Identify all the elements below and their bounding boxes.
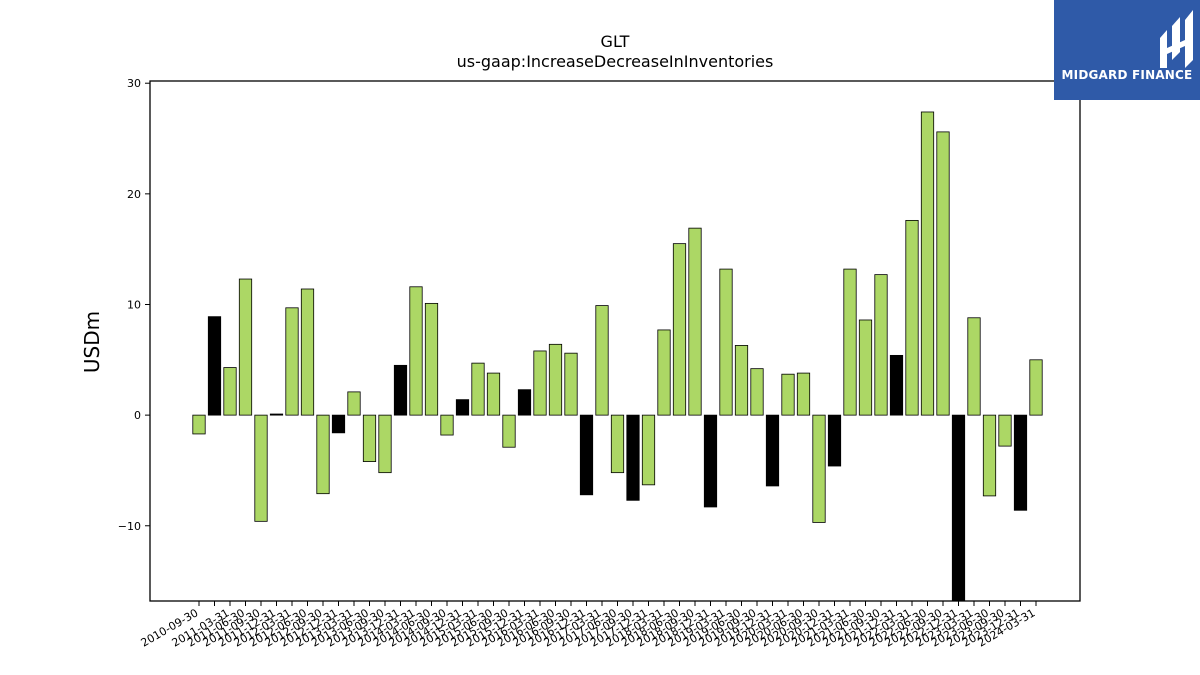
bar-2016-12-31 xyxy=(580,415,592,495)
bar-2021-03-31 xyxy=(844,269,856,415)
bar-2023-03-31 xyxy=(968,318,980,415)
chart-subtitle: us-gaap:IncreaseDecreaseInInventories xyxy=(150,52,1080,71)
bar-2014-06-30 xyxy=(425,303,437,415)
bar-2019-12-31 xyxy=(766,415,778,486)
bar-2023-12-31 xyxy=(1014,415,1026,510)
bar-2022-06-30 xyxy=(921,112,933,415)
x-axis: 2010-09-302011-03-312011-06-302011-09-30… xyxy=(139,601,1038,650)
logo-mark-icon xyxy=(1054,0,1200,72)
bar-2020-09-30 xyxy=(813,415,825,522)
bar-2018-03-31 xyxy=(658,330,670,415)
logo: MIDGARD FINANCE xyxy=(1054,0,1200,100)
bar-2016-03-31 xyxy=(534,351,546,415)
bar-2015-12-31 xyxy=(518,390,530,415)
bar-2019-09-30 xyxy=(751,369,763,415)
bar-2012-12-31 xyxy=(332,415,344,433)
bar-2022-12-31 xyxy=(952,415,964,601)
bar-2019-03-31 xyxy=(720,269,732,415)
bar-2011-03-31 xyxy=(224,368,236,416)
bar-2021-09-30 xyxy=(875,275,887,416)
bar-2012-06-30 xyxy=(301,289,313,415)
bar-2023-06-30 xyxy=(983,415,995,496)
bar-2012-09-30 xyxy=(317,415,329,494)
bar-2021-06-30 xyxy=(859,320,871,415)
bar-2020-12-31 xyxy=(828,415,840,466)
bar-2010-09-30 xyxy=(193,415,205,434)
bar-2012-03-31 xyxy=(286,308,298,415)
bar-2020-03-31 xyxy=(782,374,794,415)
bar-2010-12-31 xyxy=(208,317,220,415)
y-axis-label: USDm xyxy=(80,311,104,373)
bar-2011-09-30 xyxy=(255,415,267,521)
bar-2015-06-30 xyxy=(487,373,499,415)
bar-2013-06-30 xyxy=(363,415,375,461)
chart-title: GLT xyxy=(150,32,1080,51)
bar-2018-09-30 xyxy=(689,228,701,415)
bar-2022-09-30 xyxy=(937,132,949,415)
y-tick-label: 20 xyxy=(127,188,141,201)
bar-2018-12-31 xyxy=(704,415,716,507)
bar-2015-03-31 xyxy=(472,363,484,415)
bar-2011-12-31 xyxy=(270,414,282,415)
bar-2017-03-31 xyxy=(596,306,608,416)
bar-2017-12-31 xyxy=(642,415,654,485)
bar-2023-09-30 xyxy=(999,415,1011,446)
bar-2020-06-30 xyxy=(797,373,809,415)
chart-canvas: −10 0 10 20 30 2010-09-302011-03-312011-06-3… xyxy=(0,0,1200,675)
bar-2024-03-31 xyxy=(1030,360,1042,415)
bar-2014-09-30 xyxy=(441,415,453,435)
bar-2013-09-30 xyxy=(379,415,391,473)
bar-2021-12-31 xyxy=(890,355,902,415)
y-axis: −10 0 10 20 30 xyxy=(118,77,150,533)
bar-2017-09-30 xyxy=(627,415,639,500)
logo-text: MIDGARD FINANCE xyxy=(1054,68,1200,82)
bar-2016-06-30 xyxy=(549,344,561,415)
y-tick-label: −10 xyxy=(118,520,141,533)
bar-series xyxy=(193,112,1042,601)
bar-2013-03-31 xyxy=(348,392,360,415)
y-tick-label: 0 xyxy=(134,409,141,422)
bar-2016-09-30 xyxy=(565,353,577,415)
bar-2013-12-31 xyxy=(394,365,406,415)
bar-2019-06-30 xyxy=(735,345,747,415)
bar-2011-06-30 xyxy=(239,279,251,415)
y-tick-label: 10 xyxy=(127,298,141,311)
bar-2014-12-31 xyxy=(456,400,468,415)
bar-2017-06-30 xyxy=(611,415,623,473)
y-tick-label: 30 xyxy=(127,77,141,90)
bar-2014-03-31 xyxy=(410,287,422,415)
bar-2022-03-31 xyxy=(906,220,918,415)
bar-2015-09-30 xyxy=(503,415,515,447)
bar-2018-06-30 xyxy=(673,244,685,415)
